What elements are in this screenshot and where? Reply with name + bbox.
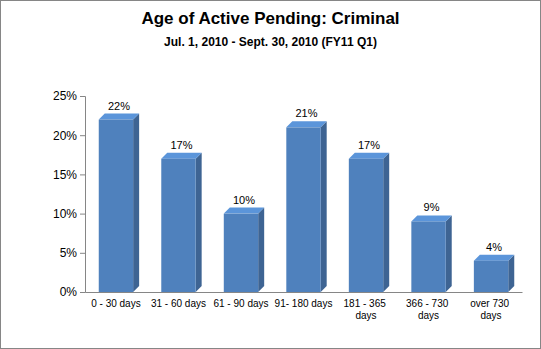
tick-label: 31 - 60 days [151, 298, 206, 309]
axis-line [86, 292, 523, 293]
tick: 31 - 60 days [151, 292, 206, 309]
chart-border [1, 1, 541, 349]
bar-side [196, 153, 202, 292]
tick-label-line: days [480, 310, 501, 321]
tick: 0% [60, 285, 85, 299]
tick-label: 0% [60, 285, 78, 299]
data-label: 21% [295, 107, 317, 119]
tick-label: 366 - 730 days [406, 298, 451, 321]
bar-side [383, 153, 389, 292]
tick: 366 - 730 days [406, 292, 451, 321]
tick: 5% [60, 246, 85, 260]
tick: 0 - 30 days [91, 292, 140, 309]
tick: over 730 days [470, 292, 512, 321]
tick-label: 181 - 365 days [343, 298, 388, 321]
data-label: 4% [486, 241, 502, 253]
tick-mark [80, 174, 85, 175]
bar-side [258, 208, 264, 292]
tick-mark [80, 292, 85, 293]
tick-label-line: 366 - 730 [406, 298, 451, 309]
bar-top [99, 114, 139, 120]
bar [224, 214, 258, 292]
tick-label: over 730 days [470, 298, 512, 321]
bar-top [411, 215, 451, 221]
tick-label-line: 181 - 365 [343, 298, 388, 309]
tick-mark [80, 135, 85, 136]
data-labels: 22% 17% 10% 21% 17% 9% 4% [108, 100, 502, 253]
bar [99, 120, 133, 292]
bar [161, 159, 195, 292]
tick: 25% [53, 89, 85, 103]
tick-label: 5% [60, 246, 78, 260]
tick-label: 20% [53, 129, 77, 143]
tick-label: 91- 180 days [275, 298, 333, 309]
y-axis: 0% 5% 10% 15% 20% 25% [53, 89, 86, 299]
data-label: 9% [424, 201, 440, 213]
tick: 15% [53, 168, 85, 182]
tick-label: 25% [53, 89, 77, 103]
tick-label: 10% [53, 207, 77, 221]
data-label: 10% [233, 194, 255, 206]
tick-label: 15% [53, 168, 77, 182]
tick-mark [80, 253, 85, 254]
tick: 61 - 90 days [213, 292, 268, 309]
data-label: 22% [108, 100, 130, 112]
tick: 181 - 365 days [343, 292, 388, 321]
chart: Age of Active Pending: Criminal Jul. 1, 2… [0, 0, 541, 349]
axis-line [80, 97, 86, 293]
tick-label-line: days [355, 310, 376, 321]
data-label: 17% [358, 139, 380, 151]
tick-label-line: over 730 [470, 298, 512, 309]
tick-label: 61 - 90 days [213, 298, 268, 309]
bar-side [321, 121, 327, 292]
tick: 91- 180 days [275, 292, 333, 309]
bar-side [446, 215, 452, 292]
tick: 20% [53, 129, 85, 143]
bar-top [286, 121, 326, 127]
title: Age of Active Pending: Criminal [141, 9, 399, 28]
bar [286, 127, 320, 292]
data-label: 17% [170, 139, 192, 151]
bar-top [474, 255, 514, 261]
tick: 10% [53, 207, 85, 221]
bar [411, 221, 445, 292]
bar [349, 159, 383, 292]
tick-mark [80, 96, 85, 97]
tick-label: 0 - 30 days [91, 298, 140, 309]
bar-side [133, 114, 139, 292]
bar-side [508, 255, 514, 292]
subtitle: Jul. 1, 2010 - Sept. 30, 2010 (FY11 Q1) [164, 35, 377, 49]
bar-top [349, 153, 389, 159]
tick-label-line: days [418, 310, 439, 321]
tick-mark [80, 214, 85, 215]
bar [474, 261, 508, 292]
bars [99, 114, 514, 292]
x-axis: 0 - 30 days 31 - 60 days 61 - 90 days 91- 1… [86, 292, 523, 321]
bar-top [224, 208, 264, 214]
bar-top [161, 153, 201, 159]
